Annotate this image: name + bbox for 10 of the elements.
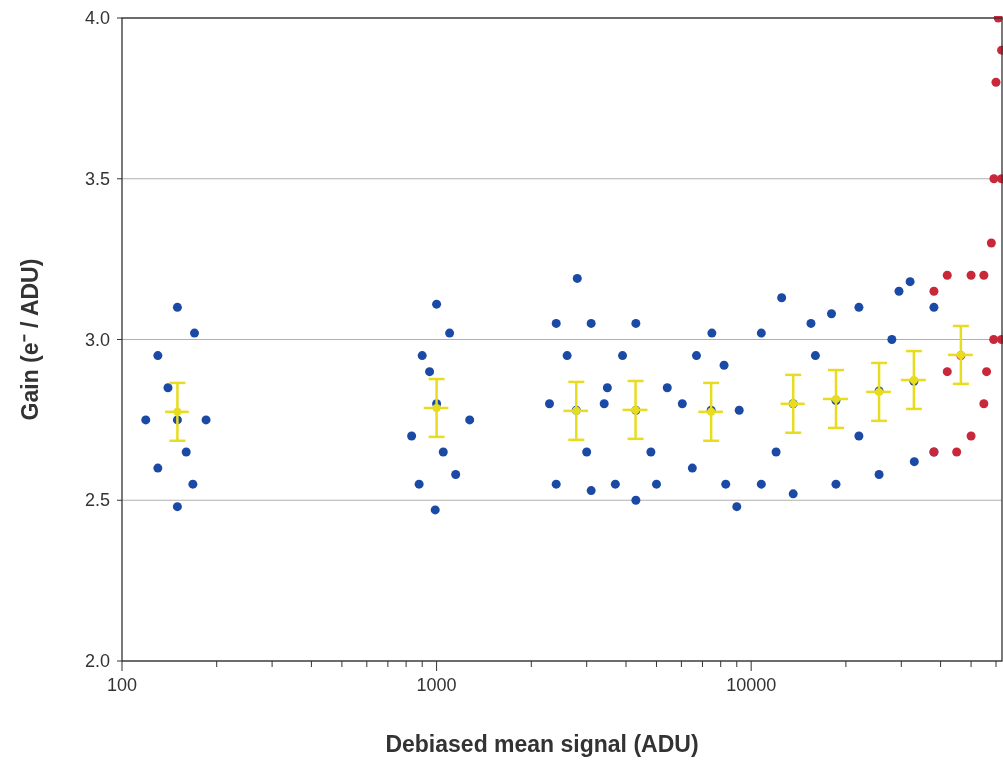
y-tick-label: 2.0 [84,651,110,671]
x-tick-label: 1000 [416,675,457,695]
y-axis-title: Gain (e⁻ / ADU) [17,258,43,421]
y-tick-label: 3.0 [84,329,110,350]
y-tick-label: 2.5 [84,490,110,511]
x-tick-label: 10000 [726,675,777,695]
x-axis-title: Debiased mean signal (ADU) [385,731,699,757]
y-tick-label: 4.0 [84,8,110,28]
x-tick-label: 100 [106,675,138,695]
y-tick-label: 3.5 [84,168,110,189]
